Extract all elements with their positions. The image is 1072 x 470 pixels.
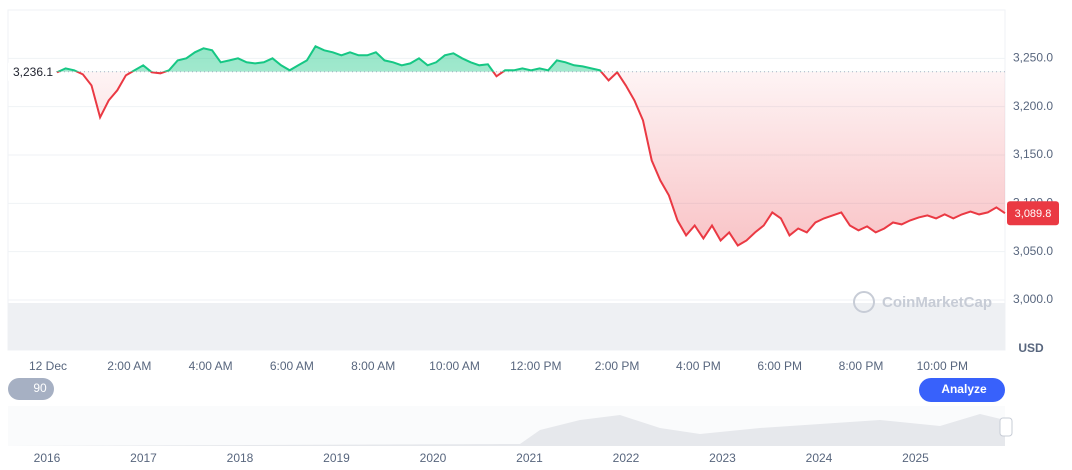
x-tick-label: 4:00 PM <box>676 359 721 373</box>
x-tick-label: 2:00 PM <box>595 359 640 373</box>
navigator-area <box>8 414 1005 446</box>
volume-band <box>8 303 1005 350</box>
x-tick-label: 12:00 PM <box>510 359 561 373</box>
navigator-label: 2017 <box>130 451 157 465</box>
navigator-label: 2023 <box>709 451 736 465</box>
x-tick-label: 8:00 AM <box>351 359 395 373</box>
range-button[interactable] <box>8 378 54 400</box>
range-button-label[interactable]: 90 <box>33 381 47 395</box>
price-line-down <box>56 71 1006 247</box>
y-tick-label: 3,250.0 <box>1013 51 1053 65</box>
x-tick-label: 12 Dec <box>29 359 67 373</box>
x-tick-label: 6:00 PM <box>757 359 802 373</box>
y-tick-label: 3,000.0 <box>1013 292 1053 306</box>
area-up <box>58 46 602 72</box>
x-tick-label: 8:00 PM <box>839 359 884 373</box>
analyze-button[interactable] <box>919 378 1005 402</box>
baseline-label-box <box>8 62 54 81</box>
navigator-label: 2018 <box>227 451 254 465</box>
watermark-logo <box>853 291 875 313</box>
price-line-up <box>56 45 619 72</box>
x-tick-label: 6:00 AM <box>270 359 314 373</box>
navigator-label: 2016 <box>34 451 61 465</box>
watermark: CoinMarketCap <box>882 294 992 311</box>
x-tick-label: 4:00 AM <box>189 359 233 373</box>
navigator-label: 2020 <box>420 451 447 465</box>
y-tick-label: 3,150.0 <box>1013 147 1053 161</box>
area-down <box>57 71 1005 246</box>
navigator-label: 2021 <box>516 451 543 465</box>
y-tick-label: 3,200.0 <box>1013 99 1053 113</box>
last-price-box <box>1007 201 1059 226</box>
navigator-label: 2024 <box>806 451 833 465</box>
y-tick-label: 3,050.0 <box>1013 244 1053 258</box>
navigator-label: 2025 <box>902 451 929 465</box>
x-tick-label: 10:00 AM <box>429 359 480 373</box>
last-price-label: 3,089.8 <box>1015 208 1052 220</box>
navigator-handle[interactable] <box>999 417 1013 437</box>
navigator-label: 2022 <box>613 451 640 465</box>
x-tick-label: 2:00 AM <box>107 359 151 373</box>
y-unit: USD <box>1018 341 1044 355</box>
navigator-label: 2019 <box>323 451 350 465</box>
x-tick-label: 10:00 PM <box>917 359 968 373</box>
analyze-button-label[interactable]: Analyze <box>941 382 987 396</box>
baseline-label: 3,236.1 <box>13 65 53 79</box>
